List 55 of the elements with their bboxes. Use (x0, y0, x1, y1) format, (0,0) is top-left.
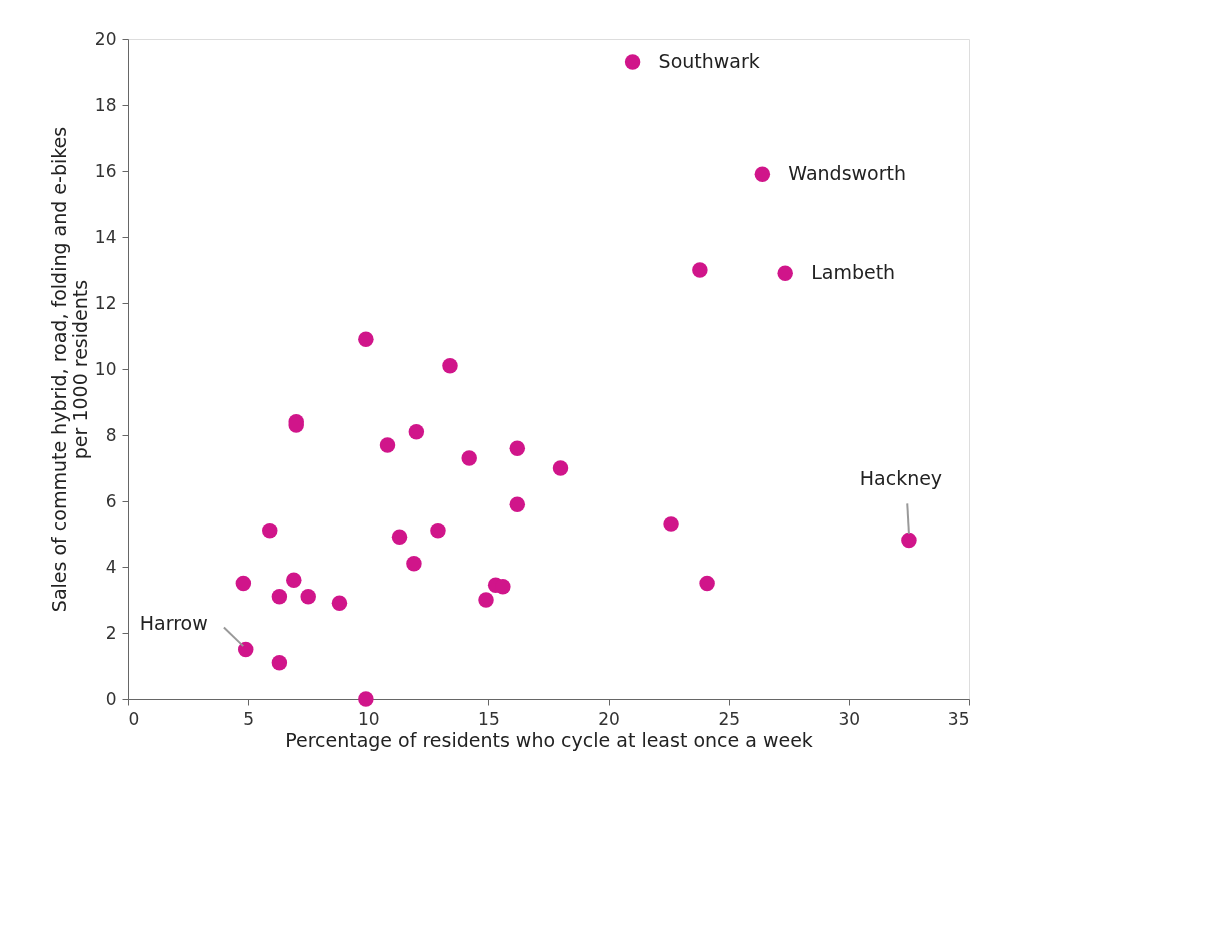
y-tick-label: 2 (105, 622, 117, 643)
x-axis-title: Percentage of residents who cycle at least once a week (285, 728, 813, 751)
y-axis-title: Sales of commute hybrid, road, folding and e-bikes per 1000 residents (47, 126, 91, 613)
x-tick-label: 10 (357, 708, 380, 729)
point (442, 357, 458, 374)
point (624, 54, 641, 70)
point (379, 437, 396, 453)
x-tick-label: 0 (128, 708, 140, 729)
annotation: Hackney (859, 466, 943, 489)
y-tick-label: 8 (105, 424, 117, 445)
y-tick-label: 18 (94, 94, 117, 115)
y-tick-label: 20 (94, 28, 117, 49)
point (262, 522, 278, 539)
x-tick-label: 25 (718, 708, 741, 729)
point (331, 595, 348, 612)
y-tick-label: 4 (105, 556, 117, 577)
annotation: Southwark (658, 50, 760, 73)
point (509, 496, 526, 513)
y-tick-label: 0 (105, 688, 117, 709)
point (358, 691, 374, 707)
point (692, 262, 708, 278)
point (271, 588, 288, 605)
point (391, 529, 408, 546)
point (777, 265, 793, 282)
annotation: Harrow (139, 611, 208, 634)
annotation: Lambeth (811, 261, 896, 284)
point (300, 588, 316, 605)
point (495, 579, 511, 595)
point (430, 522, 446, 539)
y-tick-label: 16 (94, 160, 117, 181)
point (235, 575, 252, 592)
point (358, 331, 374, 348)
x-tick-label: 5 (243, 708, 255, 729)
point (408, 423, 425, 440)
point (271, 654, 288, 671)
point (406, 555, 422, 572)
point (237, 641, 254, 658)
point (461, 450, 477, 466)
point (699, 575, 715, 592)
point (552, 460, 569, 476)
point (286, 572, 302, 588)
y-tick-label: 14 (94, 226, 117, 247)
x-tick-label: 15 (478, 708, 500, 729)
point (754, 166, 771, 183)
point (663, 516, 679, 532)
x-tick-label: 30 (838, 708, 861, 729)
y-tick-label: 10 (94, 358, 117, 379)
point (478, 592, 494, 608)
point (509, 440, 526, 456)
x-tick-label: 35 (947, 708, 970, 729)
point (901, 532, 917, 549)
y-tick-label: 6 (105, 490, 117, 511)
y-tick-label: 12 (94, 292, 117, 313)
annotation: Wandsworth (788, 162, 907, 185)
x-tick-label: 20 (598, 708, 620, 729)
